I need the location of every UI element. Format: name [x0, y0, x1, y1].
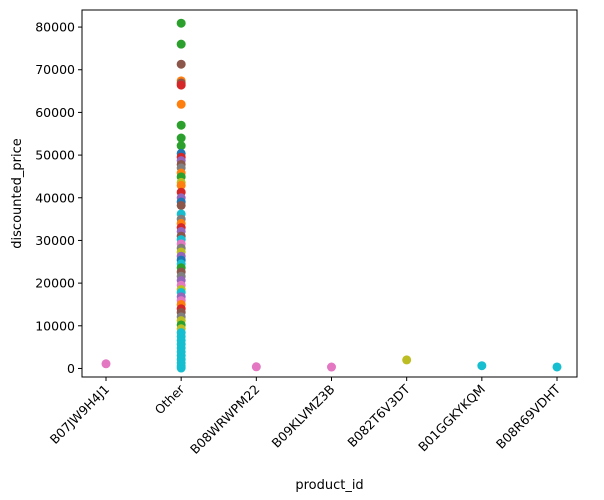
y-tick-label: 10000 — [35, 318, 75, 333]
data-point — [176, 200, 186, 210]
data-point — [176, 18, 186, 28]
x-tick-label: B07JW9H4J1 — [47, 382, 112, 447]
x-tick-label: B08WRWPM22 — [187, 382, 262, 457]
data-point — [176, 363, 186, 373]
x-tick-label: B08R69VDHT — [493, 381, 563, 451]
data-point — [176, 180, 186, 190]
data-point — [101, 359, 111, 369]
data-point — [176, 99, 186, 109]
data-point — [251, 362, 261, 372]
data-points — [101, 18, 562, 373]
x-tick-label: B082T6V3DT — [344, 381, 413, 450]
data-point — [176, 39, 186, 49]
x-axis-label: product_id — [295, 478, 363, 493]
data-point — [477, 361, 487, 371]
data-point — [176, 59, 186, 69]
y-tick-label: 30000 — [35, 233, 75, 248]
data-point — [402, 355, 412, 365]
y-axis-label: discounted_price — [10, 138, 25, 248]
x-axis-ticks: B07JW9H4J1 Other B08WRWPM22 B09KLVMZ3B B082T… — [47, 377, 563, 457]
data-point — [176, 80, 186, 90]
plot-area — [81, 9, 578, 378]
x-tick-label: B09KLVMZ3B — [269, 382, 338, 451]
y-tick-label: 40000 — [35, 190, 75, 205]
y-tick-label: 70000 — [35, 62, 75, 77]
data-point — [176, 120, 186, 130]
data-point — [176, 141, 186, 151]
y-tick-label: 20000 — [35, 276, 75, 291]
y-tick-label: 80000 — [35, 20, 75, 35]
data-point — [327, 362, 336, 372]
data-point — [176, 133, 186, 143]
y-tick-label: 50000 — [35, 148, 75, 163]
x-tick-label: Other — [152, 381, 188, 417]
data-point — [552, 362, 562, 372]
x-tick-label: B01GGKYKQM — [415, 382, 488, 455]
y-tick-label: 60000 — [35, 105, 75, 120]
y-axis-ticks: 0 10000 20000 30000 40000 50000 60000 70000 8000… — [35, 20, 82, 376]
y-tick-label: 0 — [67, 361, 75, 376]
